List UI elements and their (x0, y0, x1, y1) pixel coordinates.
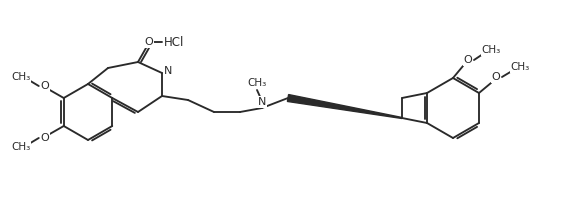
Polygon shape (287, 95, 402, 119)
Text: O: O (492, 72, 500, 82)
Text: O: O (40, 81, 49, 91)
Text: O: O (464, 55, 472, 65)
Text: CH₃: CH₃ (248, 78, 267, 88)
Text: O: O (145, 37, 154, 47)
Text: O: O (40, 133, 49, 143)
Text: HCl: HCl (164, 35, 184, 48)
Text: N: N (258, 97, 266, 107)
Text: CH₃: CH₃ (510, 62, 530, 72)
Text: CH₃: CH₃ (481, 45, 500, 55)
Text: CH₃: CH₃ (11, 142, 30, 152)
Text: CH₃: CH₃ (11, 72, 30, 82)
Text: N: N (164, 66, 172, 76)
